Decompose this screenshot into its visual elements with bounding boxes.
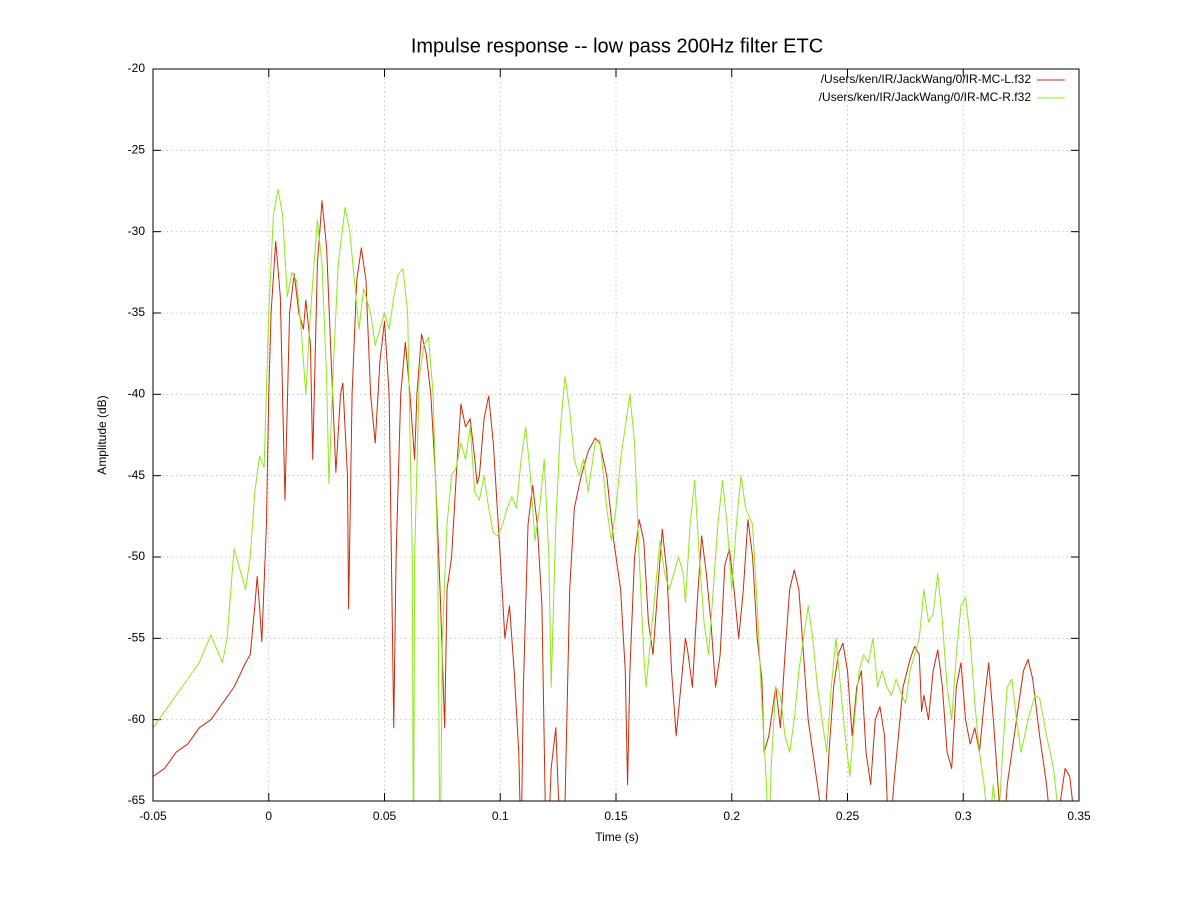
x-tick-label: 0.3 [955,809,972,823]
y-tick-label: -65 [128,793,146,807]
x-tick-label: 0.25 [836,809,860,823]
y-axis-label: Amplitude (dB) [95,395,109,474]
y-tick-label: -20 [128,61,146,75]
y-tick-label: -50 [128,549,146,563]
chart-title: Impulse response -- low pass 200Hz filte… [411,35,823,57]
y-tick-label: -60 [128,712,146,726]
x-tick-label: 0.2 [723,809,740,823]
x-tick-label: 0 [265,809,272,823]
plot-area [153,188,1074,801]
legend-label: /Users/ken/IR/JackWang/0/IR-MC-R.f32 [819,90,1032,104]
y-tick-label: -55 [128,631,146,645]
series-line [153,188,1058,801]
plot-border [152,68,1080,802]
x-tick-label: 0.15 [604,809,628,823]
x-axis-label: Time (s) [595,830,639,844]
y-tick-label: -35 [128,305,146,319]
x-tick-label: 0.05 [373,809,397,823]
x-tick-label: 0.1 [492,809,509,823]
y-tick-label: -25 [128,143,146,157]
y-tick-label: -30 [128,224,146,238]
x-tick-label: -0.05 [139,809,167,823]
y-tick-label: -40 [128,387,146,401]
y-tick-label: -45 [128,468,146,482]
x-tick-label: 0.35 [1067,809,1091,823]
series-line [153,200,1074,801]
legend-label: /Users/ken/IR/JackWang/0/IR-MC-L.f32 [821,72,1032,86]
